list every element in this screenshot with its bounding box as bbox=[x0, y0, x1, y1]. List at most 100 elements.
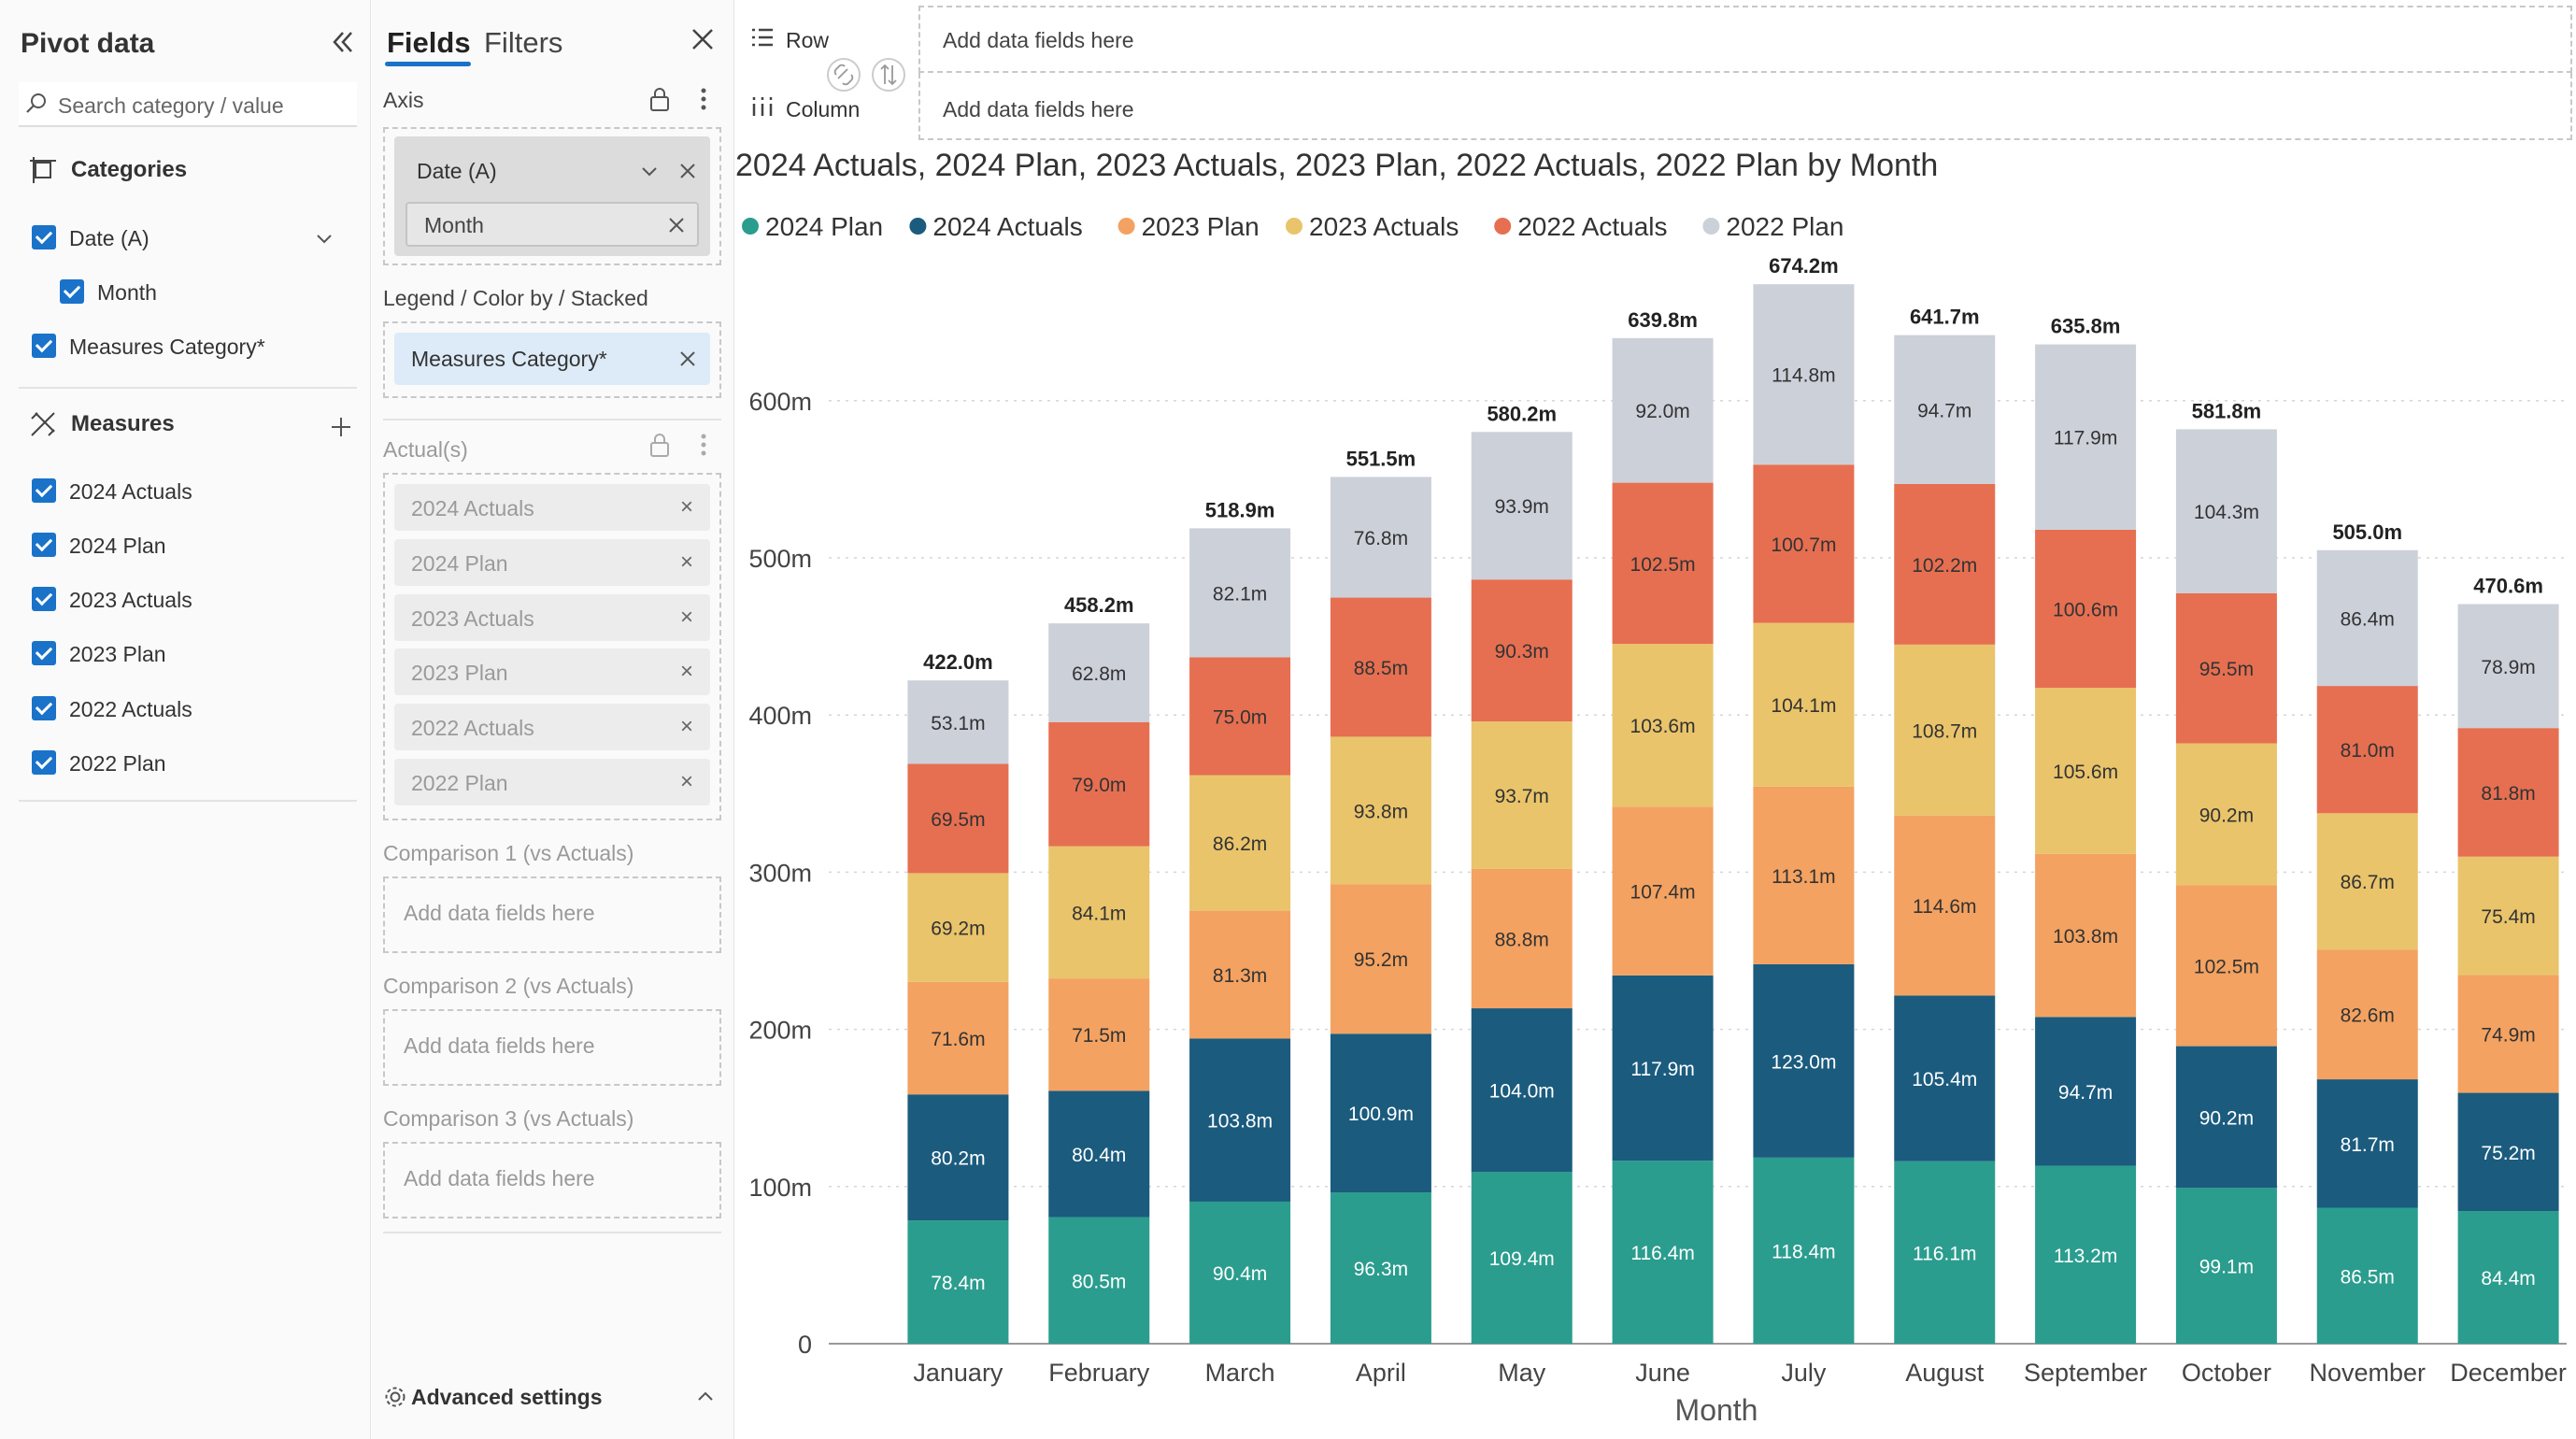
swap-icon[interactable] bbox=[872, 58, 905, 92]
checkbox-2024-actuals[interactable] bbox=[32, 478, 56, 503]
legend-marker bbox=[742, 218, 759, 235]
remove-icon[interactable]: × bbox=[679, 659, 693, 684]
bar-segment bbox=[1471, 1171, 1573, 1344]
data-label: 82.6m bbox=[2341, 1005, 2395, 1027]
data-label: 100.6m bbox=[2053, 599, 2118, 620]
remove-icon[interactable]: × bbox=[679, 769, 693, 794]
remove-icon[interactable] bbox=[678, 349, 697, 368]
data-label: 102.2m bbox=[1912, 555, 1977, 577]
bar-segment bbox=[2035, 1165, 2137, 1344]
bar-segment bbox=[2035, 1017, 2137, 1166]
remove-icon[interactable]: × bbox=[679, 549, 693, 575]
actual-field-chip[interactable]: 2024 Plan × bbox=[394, 539, 710, 586]
measure-item: 2024 Actuals bbox=[69, 479, 192, 504]
total-label: 505.0m bbox=[2332, 520, 2402, 544]
remove-icon[interactable] bbox=[678, 162, 697, 180]
axis-dropzone[interactable]: Date (A) Month bbox=[383, 127, 721, 265]
axis-subfield-label: Month bbox=[424, 213, 484, 237]
stacked-bar-chart[interactable]: 2024 Actuals, 2024 Plan, 2023 Actuals, 2… bbox=[735, 142, 2576, 1439]
chevron-down-icon[interactable] bbox=[314, 228, 334, 249]
checkbox-2023-actuals[interactable] bbox=[32, 587, 56, 611]
remove-icon[interactable]: × bbox=[679, 714, 693, 739]
actual-field-chip[interactable]: 2023 Actuals × bbox=[394, 594, 710, 641]
actual-field-chip[interactable]: 2023 Plan × bbox=[394, 648, 710, 695]
x-tick-label: May bbox=[1498, 1359, 1546, 1387]
row-placeholder: Add data fields here bbox=[943, 28, 1134, 52]
column-label: Column bbox=[786, 97, 861, 121]
category-item-date: Date (A) bbox=[69, 226, 149, 250]
bar-segment bbox=[2457, 1211, 2559, 1344]
tab-fields[interactable]: Fields bbox=[387, 26, 471, 59]
bar-segment bbox=[1189, 1201, 1291, 1344]
total-label: 518.9m bbox=[1205, 498, 1275, 521]
legend-item: 2023 Plan bbox=[1142, 212, 1260, 241]
more-options-icon[interactable] bbox=[699, 432, 708, 458]
chevron-down-icon[interactable] bbox=[639, 161, 660, 181]
actual-field-label: 2022 Actuals bbox=[411, 716, 534, 740]
axis-subfield-chip[interactable]: Month bbox=[406, 202, 699, 247]
checkbox-2023-plan[interactable] bbox=[32, 641, 56, 665]
legend-label: Legend / Color by / Stacked bbox=[383, 286, 648, 310]
data-label: 69.2m bbox=[931, 919, 985, 940]
add-measure-icon[interactable] bbox=[329, 415, 353, 439]
legend-item: 2022 Plan bbox=[1726, 212, 1843, 241]
link-icon[interactable] bbox=[827, 58, 861, 92]
bar-segment bbox=[1471, 432, 1573, 580]
collapse-panel-icon[interactable] bbox=[329, 28, 357, 56]
data-label: 99.1m bbox=[2199, 1257, 2254, 1278]
axis-field-chip[interactable]: Date (A) Month bbox=[394, 136, 710, 256]
actual-field-chip[interactable]: 2022 Plan × bbox=[394, 759, 710, 805]
data-label: 88.5m bbox=[1354, 658, 1408, 679]
more-options-icon[interactable] bbox=[699, 86, 708, 112]
actual-field-chip[interactable]: 2024 Actuals × bbox=[394, 484, 710, 531]
legend-dropzone[interactable]: Measures Category* bbox=[383, 321, 721, 398]
comparison-1-dropzone[interactable]: Add data fields here bbox=[383, 876, 721, 953]
divider bbox=[19, 800, 357, 802]
bar-segment bbox=[2035, 853, 2137, 1018]
data-label: 53.1m bbox=[931, 713, 985, 734]
advanced-settings-toggle[interactable]: Advanced settings bbox=[383, 1381, 721, 1415]
remove-icon[interactable]: × bbox=[679, 605, 693, 630]
data-label: 114.6m bbox=[1913, 896, 1977, 918]
actuals-dropzone[interactable]: 2024 Actuals × 2024 Plan × 2023 Actuals × 2… bbox=[383, 473, 721, 820]
axis-label: Axis bbox=[383, 88, 424, 112]
checkbox-2022-plan[interactable] bbox=[32, 750, 56, 775]
bar-segment bbox=[1471, 868, 1573, 1009]
data-label: 103.6m bbox=[1630, 716, 1696, 737]
lock-icon[interactable] bbox=[648, 86, 671, 112]
legend-marker bbox=[1117, 218, 1135, 235]
data-label: 107.4m bbox=[1630, 882, 1696, 904]
bar-segment bbox=[907, 1094, 1009, 1221]
search-input[interactable]: Search category / value bbox=[19, 82, 357, 127]
total-label: 551.5m bbox=[1346, 447, 1416, 470]
checkbox-2024-plan[interactable] bbox=[32, 533, 56, 557]
actual-field-chip[interactable]: 2022 Actuals × bbox=[394, 704, 710, 750]
bar-segment bbox=[1894, 483, 1996, 645]
checkbox-month[interactable] bbox=[60, 279, 84, 304]
remove-icon[interactable] bbox=[667, 216, 686, 235]
checkbox-measures-category[interactable] bbox=[32, 334, 56, 358]
close-icon[interactable] bbox=[690, 26, 716, 52]
comparison-2-dropzone[interactable]: Add data fields here bbox=[383, 1009, 721, 1086]
remove-icon[interactable]: × bbox=[679, 494, 693, 520]
row-dropzone[interactable]: Add data fields here bbox=[918, 6, 2572, 73]
data-label: 104.0m bbox=[1489, 1081, 1555, 1103]
chart-area: Row Column Add data fields here Add data… bbox=[735, 0, 2576, 1439]
data-label: 95.5m bbox=[2199, 659, 2254, 680]
data-label: 93.9m bbox=[1495, 496, 1549, 518]
checkbox-date[interactable] bbox=[32, 225, 56, 249]
data-label: 74.9m bbox=[2481, 1025, 2535, 1047]
data-label: 79.0m bbox=[1072, 775, 1126, 796]
panel-title: Pivot data bbox=[21, 28, 155, 59]
data-label: 81.7m bbox=[2341, 1134, 2395, 1156]
comparison-3-dropzone[interactable]: Add data fields here bbox=[383, 1142, 721, 1218]
lock-icon[interactable] bbox=[648, 432, 671, 458]
data-label: 117.9m bbox=[2054, 428, 2118, 449]
legend-field-chip[interactable]: Measures Category* bbox=[394, 333, 710, 385]
search-placeholder: Search category / value bbox=[58, 93, 284, 118]
checkbox-2022-actuals[interactable] bbox=[32, 696, 56, 720]
column-dropzone[interactable]: Add data fields here bbox=[918, 73, 2572, 140]
tab-filters[interactable]: Filters bbox=[484, 26, 563, 59]
data-label: 86.5m bbox=[2341, 1266, 2395, 1288]
bar-segment bbox=[1753, 622, 1855, 787]
